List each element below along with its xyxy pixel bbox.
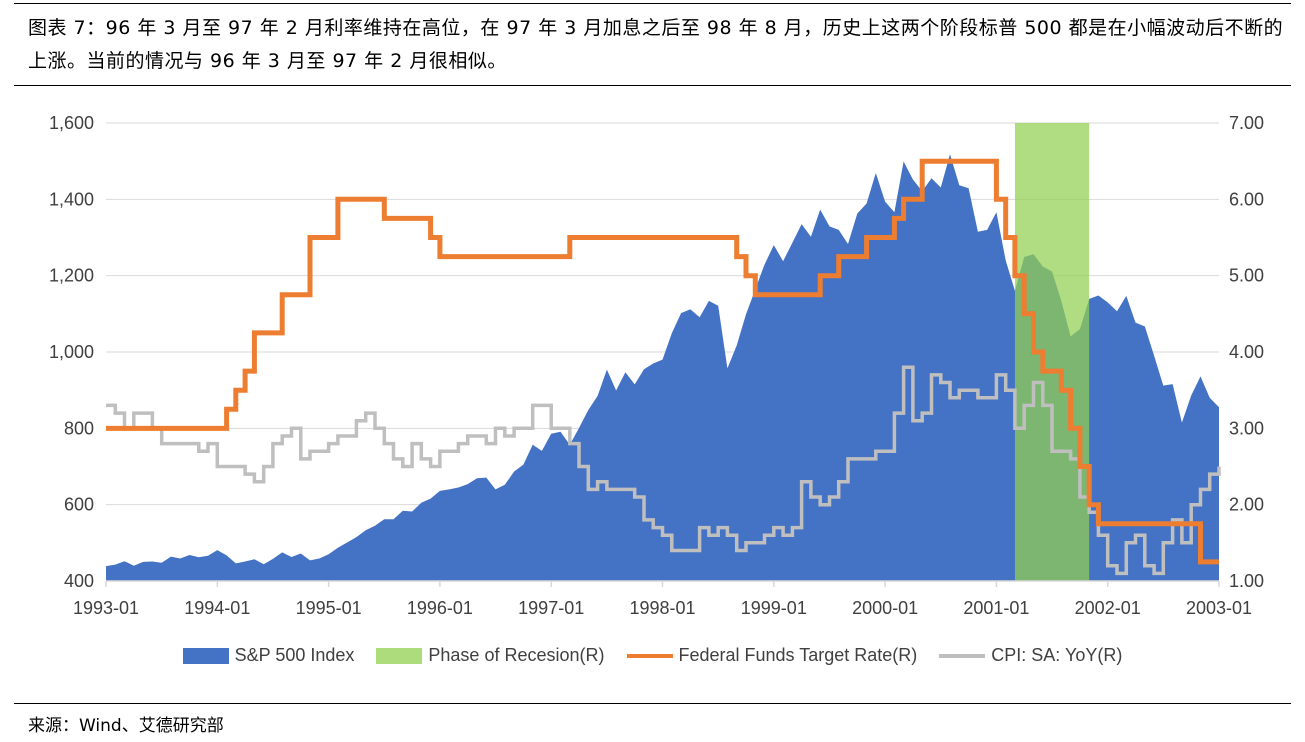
legend: S&P 500 Index Phase of Recesion(R) Feder…: [0, 645, 1305, 666]
x-tick-label: 2000-01: [852, 598, 918, 618]
recession-band: [1014, 123, 1090, 581]
y-left-tick-label: 1,600: [49, 113, 94, 133]
source-note: 来源：Wind、艾德研究部: [28, 716, 224, 736]
y-left-tick-label: 400: [64, 571, 94, 591]
y-left-tick-label: 600: [64, 495, 94, 515]
legend-label: S&P 500 Index: [234, 645, 355, 665]
x-tick-label: 2003-01: [1186, 598, 1252, 618]
legend-item-cpi: CPI: SA: YoY(R): [939, 645, 1122, 666]
legend-line-fed-rate: [626, 653, 673, 658]
x-tick-label: 1993-01: [73, 598, 139, 618]
legend-label: CPI: SA: YoY(R): [991, 645, 1123, 665]
fed-funds-line: [106, 158, 1219, 565]
legend-label: Federal Funds Target Rate(R): [678, 645, 918, 665]
x-tick-label: 1995-01: [296, 598, 362, 618]
chart-title: 图表 7：96 年 3 月至 97 年 2 月利率维持在高位，在 97 年 3 …: [28, 17, 1284, 72]
top-rule: [14, 3, 1291, 4]
x-tick-label: 1994-01: [184, 598, 250, 618]
y-right-tick-label: 4.00: [1229, 342, 1264, 362]
x-tick-label: 1997-01: [518, 598, 584, 618]
y-left-tick-label: 1,400: [49, 189, 94, 209]
legend-line-cpi: [939, 653, 986, 658]
y-right-tick-label: 2.00: [1229, 495, 1264, 515]
y-right-tick-label: 7.00: [1229, 113, 1264, 133]
footer-rule: [14, 703, 1291, 704]
x-tick-label: 1999-01: [741, 598, 807, 618]
legend-item-fed-rate: Federal Funds Target Rate(R): [626, 645, 918, 666]
y-left-tick-label: 800: [64, 418, 94, 438]
legend-label: Phase of Recesion(R): [428, 645, 605, 665]
y-left-tick-label: 1,000: [49, 342, 94, 362]
x-tick-label: 1998-01: [629, 598, 695, 618]
legend-item-sp500: S&P 500 Index: [182, 645, 355, 666]
x-tick-label: 1996-01: [407, 598, 473, 618]
y-right-tick-label: 1.00: [1229, 571, 1264, 591]
chart-plot: 400 600 800 1,000 1,200 1,400 1,600 1.00 2.00 3.0…: [49, 113, 1264, 618]
legend-swatch-recession: [376, 647, 423, 664]
x-tick-label: 2001-01: [963, 598, 1029, 618]
y-right-tick-label: 3.00: [1229, 418, 1264, 438]
y-right-tick-label: 6.00: [1229, 189, 1264, 209]
x-tick-label: 2002-01: [1075, 598, 1141, 618]
legend-swatch-sp500: [182, 647, 229, 664]
y-left-tick-label: 1,200: [49, 266, 94, 286]
sp500-area: [106, 154, 1219, 582]
cpi-line: [106, 365, 1221, 576]
legend-item-recession: Phase of Recesion(R): [376, 645, 605, 666]
title-rule: [14, 85, 1291, 86]
y-right-tick-label: 5.00: [1229, 266, 1264, 286]
